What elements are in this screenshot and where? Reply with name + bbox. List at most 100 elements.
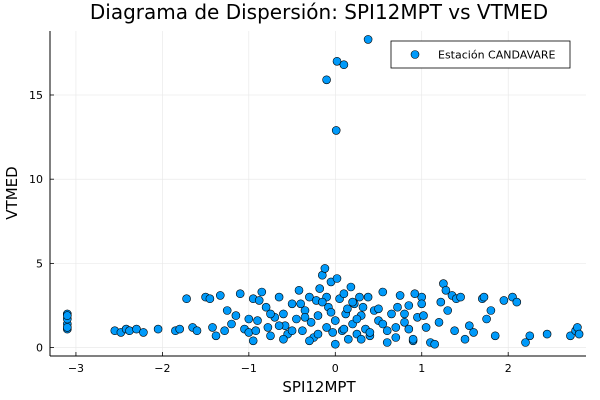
data-point: [292, 314, 301, 324]
data-point: [499, 296, 509, 305]
data-point: [182, 294, 191, 304]
data-point: [374, 304, 383, 314]
data-point: [294, 285, 304, 295]
x-ticks: −3 −2 −1 0 1 2: [68, 352, 512, 375]
data-point: [248, 336, 258, 346]
data-point: [490, 331, 500, 341]
data-point: [253, 316, 262, 325]
data-point: [434, 317, 444, 327]
data-point: [175, 324, 184, 334]
data-point: [512, 297, 522, 307]
data-point: [63, 323, 72, 332]
data-point: [574, 329, 584, 339]
axes: [49, 31, 586, 357]
data-point: [306, 317, 316, 327]
data-point: [296, 299, 306, 309]
y-tick-label: 5: [36, 257, 43, 270]
data-point: [395, 291, 405, 300]
data-point: [355, 292, 364, 302]
data-point: [352, 314, 362, 324]
data-point: [322, 323, 331, 332]
data-point: [346, 282, 356, 292]
data-point: [132, 324, 141, 334]
data-point: [400, 317, 409, 327]
data-point: [393, 302, 402, 312]
data-point: [257, 287, 267, 297]
data-point: [244, 328, 254, 337]
data-point: [274, 321, 284, 331]
x-tick-label: −3: [68, 362, 84, 375]
y-tick-label: 0: [36, 342, 43, 355]
data-point: [382, 326, 392, 336]
data-point: [332, 56, 342, 66]
data-point: [317, 297, 327, 307]
data-point: [365, 328, 375, 337]
data-point: [404, 324, 414, 334]
data-point: [322, 75, 331, 85]
data-points: [63, 35, 584, 349]
data-point: [391, 323, 401, 332]
data-point: [382, 338, 392, 347]
x-tick-label: 1: [418, 362, 425, 375]
chart-title: Diagrama de Dispersión: SPI12MPT vs VTME…: [90, 0, 548, 24]
data-point: [261, 302, 271, 312]
y-tick-label: 15: [29, 89, 43, 102]
legend-label: Estación CANDAVARE: [438, 49, 556, 62]
data-point: [298, 326, 307, 336]
data-point: [486, 306, 496, 315]
data-point: [211, 331, 221, 341]
data-point: [542, 329, 552, 339]
data-point: [443, 306, 453, 315]
data-point: [153, 324, 163, 334]
data-point: [356, 334, 366, 344]
x-tick-label: −2: [154, 362, 170, 375]
data-point: [450, 326, 459, 336]
data-point: [331, 126, 341, 135]
data-point: [469, 328, 478, 337]
data-point: [339, 289, 349, 299]
data-point: [387, 309, 396, 319]
data-point: [328, 328, 338, 337]
data-point: [287, 326, 297, 336]
data-point: [222, 306, 232, 315]
x-tick-label: −1: [241, 362, 257, 375]
data-point: [460, 334, 470, 344]
data-point: [125, 326, 134, 336]
data-point: [521, 338, 530, 347]
data-point: [274, 292, 284, 302]
data-point: [358, 302, 368, 312]
data-point: [279, 334, 288, 344]
data-point: [63, 311, 72, 320]
data-point: [404, 301, 414, 310]
data-point: [326, 307, 336, 317]
legend: Estación CANDAVARE: [390, 40, 571, 69]
data-point: [330, 316, 340, 325]
x-tick-label: 2: [505, 362, 512, 375]
data-point: [320, 264, 330, 273]
data-point: [419, 311, 428, 320]
data-point: [339, 324, 349, 334]
data-point: [343, 334, 353, 344]
data-point: [244, 314, 254, 324]
data-point: [251, 326, 261, 336]
legend-box: [390, 40, 571, 69]
data-point: [313, 311, 323, 320]
x-axis-label: SPI12MPT: [282, 378, 356, 396]
data-point: [300, 312, 310, 322]
data-point: [339, 60, 349, 69]
data-point: [315, 284, 325, 293]
data-point: [525, 331, 535, 341]
data-point: [305, 292, 314, 302]
grid: [50, 31, 586, 356]
data-point: [139, 328, 148, 337]
data-point: [430, 339, 440, 349]
data-point: [305, 336, 314, 346]
data-point: [216, 291, 225, 300]
data-point: [378, 319, 388, 329]
data-point: [566, 331, 575, 341]
data-point: [343, 304, 352, 314]
data-point: [220, 326, 229, 336]
data-point: [235, 289, 245, 299]
data-point: [421, 323, 431, 332]
